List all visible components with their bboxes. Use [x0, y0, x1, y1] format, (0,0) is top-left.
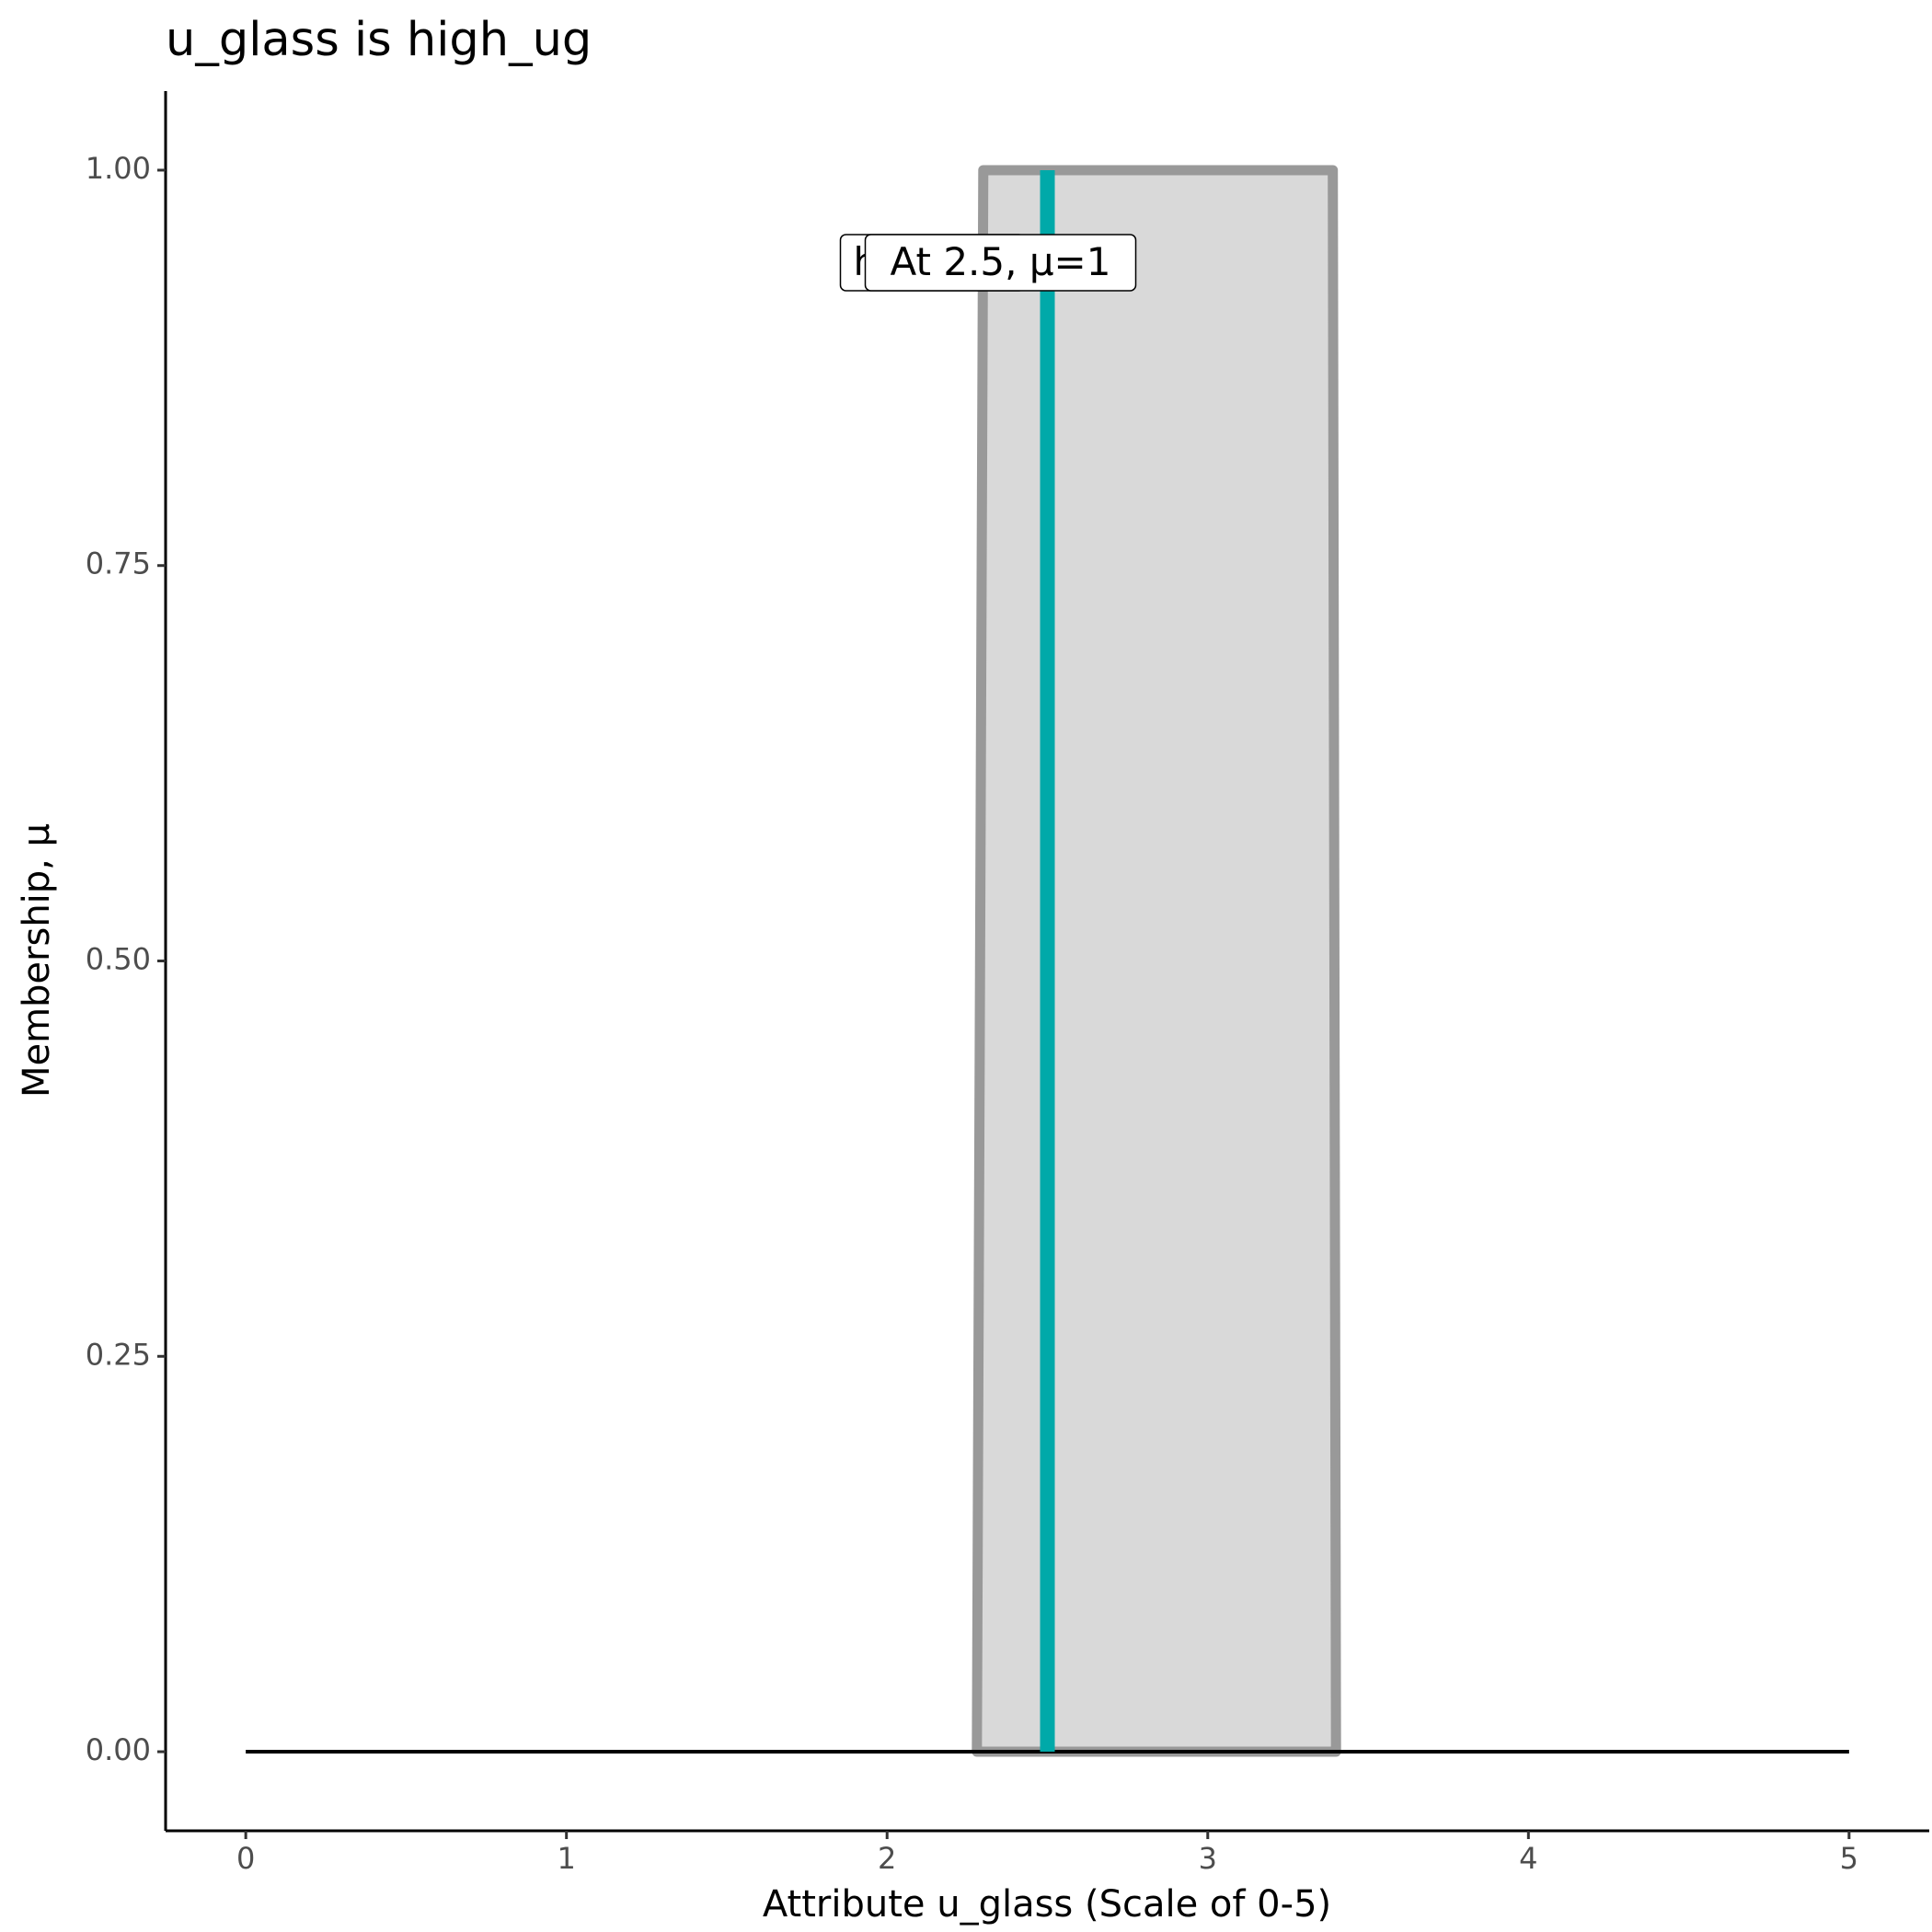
y-tick-label: 0.50 — [86, 942, 151, 977]
x-tick-label: 0 — [236, 1841, 255, 1876]
y-axis-title: Membership, μ — [16, 823, 58, 1098]
annotation-box — [864, 234, 1137, 292]
x-tick-label: 2 — [878, 1841, 896, 1876]
annotation: At 2.5, μ=1 — [891, 239, 1111, 284]
y-tick-label: 0.00 — [86, 1732, 151, 1767]
x-tick-label: 1 — [558, 1841, 576, 1876]
x-axis-title: Attribute u_glass (Scale of 0-5) — [763, 1883, 1331, 1926]
y-tick-label: 1.00 — [86, 151, 151, 186]
y-tick-label: 0.25 — [86, 1337, 151, 1372]
x-tick-label: 5 — [1840, 1841, 1858, 1876]
y-tick-label: 0.75 — [86, 546, 151, 581]
membership-shape — [972, 165, 1341, 1757]
x-tick-label: 3 — [1199, 1841, 1217, 1876]
chart-title: u_glass is high_ug — [166, 13, 592, 67]
x-tick-label: 4 — [1519, 1841, 1537, 1876]
